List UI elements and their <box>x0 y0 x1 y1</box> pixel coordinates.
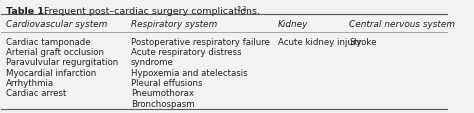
Text: Cardiovascular system: Cardiovascular system <box>6 20 107 29</box>
Text: Frequent post–cardiac surgery complications.: Frequent post–cardiac surgery complicati… <box>38 7 260 16</box>
Text: Myocardial infarction: Myocardial infarction <box>6 68 96 77</box>
Text: Central nervous system: Central nervous system <box>349 20 456 29</box>
Text: Table 1.: Table 1. <box>6 7 47 16</box>
Text: Respiratory system: Respiratory system <box>131 20 217 29</box>
Text: Arterial graft occlusion: Arterial graft occlusion <box>6 47 104 56</box>
Text: Stroke: Stroke <box>349 37 377 46</box>
Text: Pneumothorax: Pneumothorax <box>131 88 194 97</box>
Text: syndrome: syndrome <box>131 58 173 67</box>
Text: Paravulvular regurgitation: Paravulvular regurgitation <box>6 58 118 67</box>
Text: Postoperative respiratory failure: Postoperative respiratory failure <box>131 37 270 46</box>
Text: Bronchospasm: Bronchospasm <box>131 99 194 108</box>
Text: Pleural effusions: Pleural effusions <box>131 78 202 87</box>
Text: Arrhythmia: Arrhythmia <box>6 78 54 87</box>
Text: Cardiac arrest: Cardiac arrest <box>6 88 66 97</box>
Text: Hypoxemia and atelectasis: Hypoxemia and atelectasis <box>131 68 247 77</box>
Text: Acute kidney injury: Acute kidney injury <box>278 37 362 46</box>
Text: Cardiac tamponade: Cardiac tamponade <box>6 37 91 46</box>
Text: Acute respiratory distress: Acute respiratory distress <box>131 47 241 56</box>
Text: Kidney: Kidney <box>278 20 308 29</box>
Text: 2,3: 2,3 <box>237 6 247 12</box>
